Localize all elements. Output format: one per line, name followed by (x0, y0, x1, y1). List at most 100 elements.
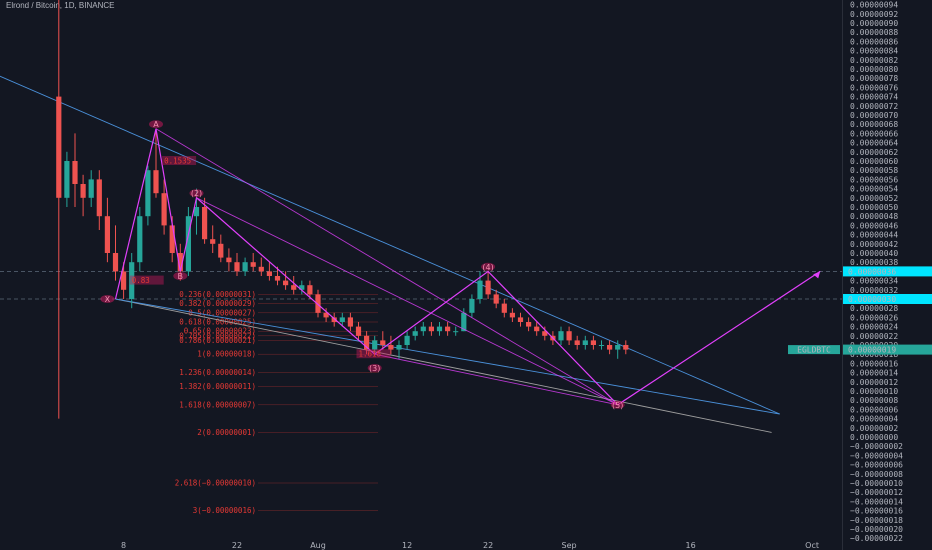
candle-up (299, 280, 305, 295)
candle-body (137, 216, 143, 263)
candle-down (323, 308, 329, 322)
candle-down (258, 257, 264, 276)
candle-body (80, 184, 86, 198)
fib-level-label: 1(0.00000018) (197, 350, 256, 359)
x-tick-label: 12 (402, 541, 412, 550)
candle-body (161, 193, 167, 226)
wave-label-marker (173, 272, 188, 280)
y-tick-label: 0.00000018 (850, 350, 898, 359)
y-tick-label: 0.00000060 (850, 157, 898, 166)
candle-down (493, 289, 499, 309)
wave-label: (4) (482, 263, 493, 272)
candle-body (396, 345, 402, 350)
candle-body (331, 317, 337, 322)
candle-body (88, 179, 94, 198)
y-tick-label: 0.00000094 (850, 1, 898, 10)
price-tag (843, 344, 932, 355)
annotation-label: 0.1535 (164, 157, 191, 166)
candle-body (453, 331, 459, 333)
candle-down (121, 262, 127, 299)
candle-up (396, 340, 402, 359)
wave-projection-line (155, 128, 618, 406)
candle-down (104, 197, 110, 263)
candle-body (315, 294, 321, 313)
wave-label: (3) (369, 364, 380, 373)
candle-body (598, 345, 605, 346)
candle-body (355, 326, 362, 336)
candle-down (250, 253, 256, 272)
candle-down (542, 326, 548, 341)
y-tick-label: 0.00000092 (850, 10, 898, 19)
candle-body (129, 262, 135, 299)
price-tag (843, 294, 932, 304)
candle-down (380, 331, 386, 350)
candle-body (250, 262, 256, 267)
y-tick-label: −0.00000018 (850, 516, 903, 525)
wave-label: B (178, 272, 184, 281)
candle-down (72, 133, 78, 207)
candle-body (210, 239, 216, 244)
candle-body (388, 345, 394, 350)
y-tick-label: 0.00000084 (850, 47, 898, 56)
y-tick-label: −0.00000006 (850, 461, 903, 470)
price-tag-label: 0.00000036 (848, 267, 896, 276)
candle-down (218, 234, 224, 263)
chart-title: Elrond / Bitcoin, 1D, BINANCE (6, 1, 115, 10)
y-tick-label: 0.00000006 (850, 405, 898, 414)
candle-body (339, 317, 345, 322)
candle-down (331, 312, 337, 327)
y-tick-label: 0.00000064 (850, 139, 898, 148)
wave-label: (5) (612, 401, 623, 410)
y-tick-label: 0.00000016 (850, 359, 898, 368)
y-tick-label: 0.00000054 (850, 185, 898, 194)
y-tick-label: 0.00000002 (850, 424, 898, 433)
x-tick-label: Aug (310, 541, 326, 550)
y-tick-label: 0.00000088 (850, 28, 898, 37)
trendline (0, 75, 780, 415)
y-tick-label: −0.00000004 (850, 451, 903, 460)
candle-down (388, 335, 394, 355)
candle-body (202, 207, 208, 240)
candle-body (121, 271, 127, 290)
candle-body (485, 280, 491, 295)
candle-up (339, 312, 345, 327)
fib-level-label: 1.382(0.00000011) (179, 382, 256, 391)
elliott-wave-path (114, 128, 821, 406)
candle-down (623, 340, 629, 355)
candle-body (566, 331, 572, 341)
candle-body (266, 271, 272, 276)
candle-body (56, 96, 62, 198)
candle-body (364, 335, 370, 350)
y-tick-label: 0.00000056 (850, 175, 898, 184)
candle-body (72, 161, 78, 184)
symbol-tag-label: EGLDBTC (797, 346, 831, 355)
candle-up (412, 326, 418, 341)
candle-down (428, 322, 434, 336)
x-tick-label: 16 (686, 541, 696, 550)
candle-up (461, 308, 467, 332)
candle-body (193, 207, 200, 217)
candle-down (534, 322, 540, 336)
candle-up (582, 335, 588, 350)
y-tick-label: −0.00000002 (850, 442, 903, 451)
trendline (115, 298, 772, 433)
candle-body (96, 179, 102, 217)
fib-level-label: 2.618(−0.00000010) (175, 479, 256, 488)
candle-up (436, 322, 443, 336)
candle-down (445, 322, 451, 336)
y-tick-label: −0.00000022 (850, 534, 903, 543)
wave-projection-line (196, 197, 618, 406)
annotation-box (356, 349, 391, 359)
fib-level-label: 3(−0.00000016) (193, 506, 256, 515)
candle-body (582, 340, 588, 345)
y-tick-label: 0.00000074 (850, 93, 898, 102)
candle-body (112, 253, 119, 272)
y-tick-label: −0.00000020 (850, 525, 903, 534)
wave-arrow-head (813, 271, 821, 279)
y-tick-label: 0.00000090 (850, 19, 898, 28)
wave-label-marker (367, 364, 382, 372)
candle-body (558, 331, 564, 341)
candle-body (258, 266, 264, 272)
